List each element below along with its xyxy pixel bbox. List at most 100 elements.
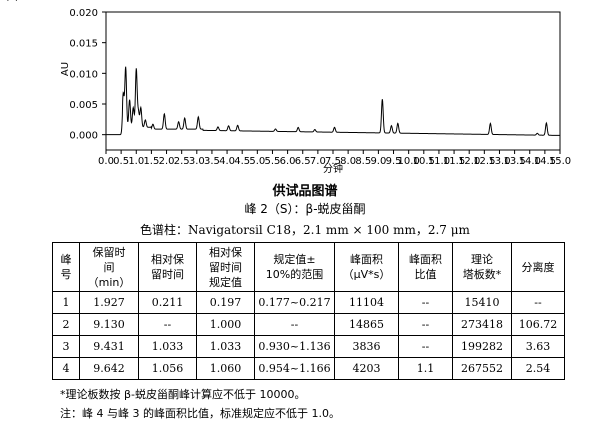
table-cell: 1.000 [196,313,255,336]
x-tick-label: 6.0 [280,156,296,167]
table-cell: 0.197 [196,291,255,314]
peak-label: 2(S) [0,0,18,3]
header-line: 规定值± [273,253,316,266]
table-cell: -- [138,313,197,336]
note-area-ratio: 注：峰 4 与峰 3 的峰面积比值，标准规定应不低于 1.0。 [60,407,340,420]
header-line: （μV*s） [342,268,391,281]
table-cell: -- [398,291,453,314]
x-tick-label: 7.0 [310,156,326,167]
header-line: 塔板数* [462,268,502,281]
x-tick-label: 7.5 [325,156,341,167]
x-tick-label: 11.5 [443,156,465,167]
chart-labels: 1 2(S) 34 [0,0,403,3]
header-peak-no: 峰号 [52,242,80,292]
table-cell: 3 [52,335,80,358]
x-tick-label: 15.0 [549,156,571,167]
header-line: 规定值 [209,275,242,289]
y-tick-label: 0.020 [69,8,98,19]
x-tick-label: 10.5 [413,156,435,167]
table-cell: 1.060 [196,357,255,380]
x-tick-label: 10.0 [398,156,420,167]
header-line: 相对保 [209,245,242,259]
table-cell: -- [511,291,565,314]
peak-label: 4 [397,0,403,3]
x-tick-label: 4.5 [234,156,250,167]
peak-label: 1 [163,0,169,3]
x-tick-label: 0.5 [113,156,129,167]
y-tick-label: 0.015 [69,39,98,50]
x-tick-label: 12.0 [458,156,480,167]
header-plates: 理论塔板数* [452,242,512,292]
header-line: 峰面积 [409,253,442,266]
header-line: 留时间 [209,260,242,274]
x-tick-label: 9.0 [370,156,386,167]
header-line: （min） [87,275,131,289]
header-relative-retention: 相对保 留时间 [138,242,197,292]
header-line: 相对保 [151,253,184,266]
x-tick-label: 6.5 [295,156,311,167]
x-tick-label: 13.5 [503,156,525,167]
table-cell: 1.1 [398,357,453,380]
x-tick-label: 2.0 [159,156,175,167]
y-axis-label: AU [60,62,71,76]
table-cell: 1.056 [138,357,197,380]
header-line: 峰面积 [350,253,383,266]
x-tick-label: 1.0 [128,156,144,167]
header-area-ratio: 峰面积 比值 [398,242,453,292]
column-info: 色谱柱：Navigatorsil C18，2.1 mm × 100 mm，2.7… [140,223,470,237]
x-tick-label: 9.5 [386,156,402,167]
header-line: 理论 [471,253,493,266]
table-row: 1 1.927 0.211 0.197 0.177~0.217 11104 -- 15410-… [52,291,565,314]
table-header-row: 峰号 保留时间（min） 相对保 留时间 相对保 留时间 规定值 规定值± 10%的范围… [52,242,565,292]
table-cell: 14865 [334,313,399,336]
header-line: 间 [103,260,115,274]
table-cell: 1 [52,291,80,314]
table-cell: 9.642 [79,357,139,380]
table-cell: 15410 [452,291,512,314]
header-range: 规定值± 10%的范围 [254,242,335,292]
table-cell: 3.63 [511,335,565,358]
header-rrt-specified: 相对保 留时间 规定值 [196,242,255,292]
table-cell: 4203 [334,357,399,380]
chromatogram-trace [106,66,560,136]
x-tick-label: 8.5 [355,156,371,167]
table-cell: 0.177~0.217 [254,291,335,314]
table-cell: -- [398,313,453,336]
x-tick-label: 12.5 [473,156,495,167]
peak-label: 3 [391,0,397,3]
x-tick-label: 2.5 [174,156,190,167]
header-line: 分离度 [521,260,555,274]
x-tick-label: 14.5 [534,156,556,167]
x-tick-label: 5.5 [265,156,281,167]
peak-name: 峰 2（S）：β-蜕皮甾酮 [244,202,366,216]
table-cell: 11104 [334,291,399,314]
x-tick-label: 8.0 [340,156,356,167]
chart-axes: 0.0 0.5 1.0 1.5 2.0 2.5 3.0 3.5 4.0 4.5 5.0 5.5 6.0 6… [60,8,571,175]
x-tick-label: 3.0 [189,156,205,167]
x-tick-label: 14.0 [519,156,541,167]
header-line: 保留时 [92,245,126,259]
header-line: 留时间 [151,268,184,281]
header-peak-area: 峰面积 （μV*s） [334,242,399,292]
header-retention-time: 保留时间（min） [79,242,139,292]
table-cell: -- [398,335,453,358]
table-cell: 9.130 [79,313,139,336]
header-resolution: 分离度 [511,242,565,292]
x-tick-label: 5.0 [249,156,265,167]
x-axis-label: 分钟 [323,162,343,175]
table-cell: 1.033 [138,335,197,358]
y-tick-label: 0.000 [69,131,98,142]
table-row: 3 9.431 1.033 1.033 0.930~1.136 3836 -- 199282 3… [52,335,565,358]
header-line: 10%的范围 [265,268,324,281]
peak-data-table: 峰号 保留时间（min） 相对保 留时间 相对保 留时间 规定值 规定值± 10%的范围… [52,242,565,380]
table-cell: 0.930~1.136 [254,335,335,358]
table-cell: 106.72 [511,313,565,336]
x-tick-label: 3.5 [204,156,220,167]
x-tick-label: 0.0 [98,156,114,167]
table-cell: 199282 [452,335,512,358]
figure-title: 供试品图谱 [272,184,338,199]
table-cell: 2.54 [511,357,565,380]
table-cell: 1.927 [79,291,139,314]
y-tick-label: 0.005 [69,100,98,111]
header-line: 号 [60,268,72,281]
